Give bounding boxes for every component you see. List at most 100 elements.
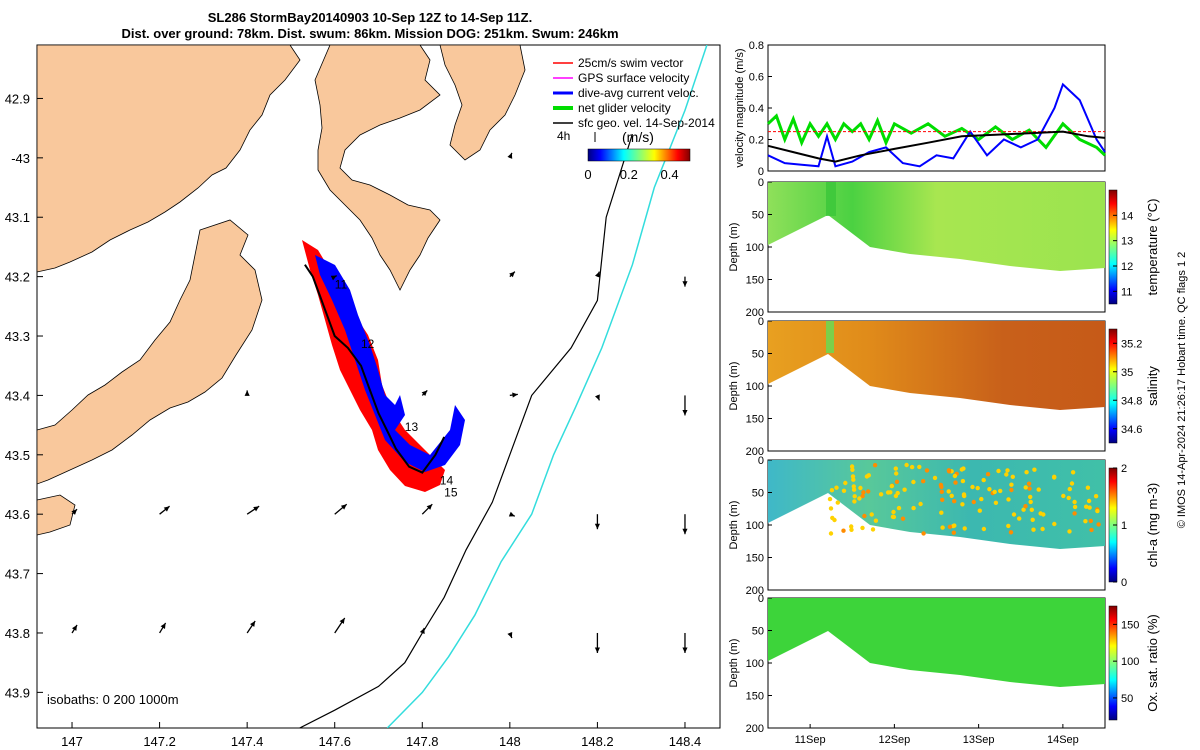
chla-dot bbox=[960, 478, 966, 484]
cbar-tick-label: 34.8 bbox=[1121, 395, 1142, 407]
chla-dot bbox=[890, 514, 896, 519]
chla-dot bbox=[975, 485, 980, 491]
salinity-cbar-ticks: 34.6 34.8 35 35.2 bbox=[1113, 338, 1142, 436]
oxygen-colorbar bbox=[1108, 605, 1118, 721]
chla-dot bbox=[870, 527, 876, 532]
chla-dot bbox=[1061, 493, 1066, 499]
current-vector-arrow bbox=[682, 514, 688, 535]
cbar-tick-label: 50 bbox=[1121, 693, 1133, 705]
chla-dot bbox=[852, 494, 857, 499]
map-x-tick-labels: 147 147.2 147.4 147.6 147.8 148 148.2 148.4 bbox=[61, 722, 701, 749]
chla-dot bbox=[1009, 487, 1014, 493]
chla-dot bbox=[1067, 486, 1073, 492]
chla-dot bbox=[1069, 481, 1075, 486]
glider-track-line bbox=[304, 264, 446, 474]
salinity-cbar-label: salinity bbox=[1145, 366, 1160, 406]
legend-label-swim: 25cm/s swim vector bbox=[578, 56, 683, 70]
chla-dot bbox=[835, 500, 840, 505]
current-vector-arrow bbox=[159, 505, 170, 515]
current-vector-arrow bbox=[334, 617, 346, 634]
chla-cbar-ticks: 0 1 2 bbox=[1113, 463, 1127, 589]
map-x-tick-label: 148 bbox=[499, 734, 521, 749]
depth-tick-label: 0 bbox=[758, 593, 764, 605]
chla-dot bbox=[851, 477, 856, 482]
cbar-tick-label: 11 bbox=[1121, 286, 1132, 298]
chla-dot bbox=[939, 484, 944, 490]
chla-dot bbox=[1032, 467, 1037, 472]
chla-dot bbox=[852, 499, 857, 504]
map-y-tick-label: 43.4 bbox=[5, 388, 30, 403]
chla-dot bbox=[1096, 522, 1101, 527]
chla-dot bbox=[1009, 482, 1014, 487]
temperature-y-ticks: 0 50 100 150 200 bbox=[746, 177, 772, 319]
chla-dot bbox=[1010, 474, 1015, 479]
chla-dot bbox=[841, 528, 846, 533]
time-x-tick-labels: 11Sep 12Sep 13Sep 14Sep bbox=[795, 724, 1079, 746]
chla-dot bbox=[888, 490, 893, 495]
depth-tick-label: 200 bbox=[746, 446, 764, 458]
chla-dot bbox=[970, 484, 975, 490]
chla-dot bbox=[1084, 504, 1089, 509]
chla-dot bbox=[993, 500, 999, 505]
legend-label-net: net glider velocity bbox=[578, 101, 671, 115]
chla-dot bbox=[946, 489, 951, 494]
current-vector-arrow bbox=[594, 514, 600, 530]
temperature-cbar-label: temperature (°C) bbox=[1145, 199, 1160, 296]
chla-dot bbox=[1083, 519, 1088, 524]
time-x-tick-label: 12Sep bbox=[878, 734, 910, 746]
chla-dot bbox=[843, 480, 848, 486]
chla-dot bbox=[1021, 507, 1026, 512]
chla-dot bbox=[857, 496, 862, 501]
chla-dot bbox=[917, 464, 922, 470]
speed-colorbar bbox=[587, 148, 691, 162]
chla-dot bbox=[981, 477, 986, 483]
land-mass-west bbox=[37, 45, 301, 273]
current-vector-arrow bbox=[246, 505, 260, 515]
chla-ylabel: Depth (m) bbox=[728, 501, 740, 550]
temperature-colorbar bbox=[1108, 189, 1118, 305]
velocity-y-tick-label: 0 bbox=[758, 166, 764, 178]
current-vector-arrow bbox=[334, 503, 348, 515]
current-vector-arrow bbox=[682, 276, 688, 287]
map-y-tick-labels: 42.9 -43 43.1 43.2 43.3 43.4 43.5 43.6 43.7 43.8 4… bbox=[5, 91, 43, 700]
chla-dot bbox=[1072, 499, 1077, 505]
chla-dot bbox=[894, 479, 900, 484]
chla-dot bbox=[1031, 527, 1036, 532]
chla-dot bbox=[971, 499, 976, 505]
chla-dot bbox=[893, 466, 898, 471]
map-x-tick-label: 147.6 bbox=[318, 734, 351, 749]
chla-dot bbox=[858, 485, 863, 491]
chla-dot bbox=[985, 472, 991, 477]
oxygen-panel: 0 50 100 150 200 Depth (m) 50 100 150 Ox. sat.… bbox=[728, 593, 1160, 746]
speed-colorbar-tick-label: 0.4 bbox=[661, 167, 679, 182]
chla-dot bbox=[1011, 512, 1017, 517]
map-y-tick-label: 43.7 bbox=[5, 567, 30, 582]
map-y-tick-label: -43 bbox=[11, 151, 30, 166]
current-vector-arrow bbox=[507, 152, 513, 159]
cbar-tick-label: 1 bbox=[1121, 520, 1127, 532]
chla-dot bbox=[1093, 494, 1099, 499]
chla-dot bbox=[1017, 516, 1022, 521]
isobath-200m-line bbox=[299, 133, 633, 728]
isobath-1000m-line bbox=[386, 45, 708, 728]
chla-cbar-label: chl-a (mg m-3) bbox=[1145, 483, 1160, 568]
chla-dot bbox=[895, 490, 900, 496]
chla-dot bbox=[1072, 504, 1078, 510]
map-y-tick-label: 43.5 bbox=[5, 448, 30, 463]
chla-dot bbox=[1006, 497, 1011, 502]
chla-dot bbox=[1072, 511, 1077, 516]
chla-fill bbox=[768, 460, 1105, 549]
salinity-y-ticks: 0 50 100 150 200 bbox=[746, 316, 772, 458]
chla-dot bbox=[949, 493, 954, 498]
chla-dot bbox=[862, 513, 867, 519]
track-label: 11 bbox=[335, 278, 348, 292]
time-scale-label: 4h bbox=[557, 129, 570, 143]
chla-dot bbox=[1030, 517, 1035, 522]
chla-dot bbox=[940, 497, 945, 502]
map-y-tick-label: 43.9 bbox=[5, 685, 30, 700]
chla-dot bbox=[850, 474, 856, 479]
velocity-y-tick-label: 0.2 bbox=[749, 135, 764, 147]
chart-title-line2: Dist. over ground: 78km. Dist. swum: 86k… bbox=[121, 26, 619, 41]
